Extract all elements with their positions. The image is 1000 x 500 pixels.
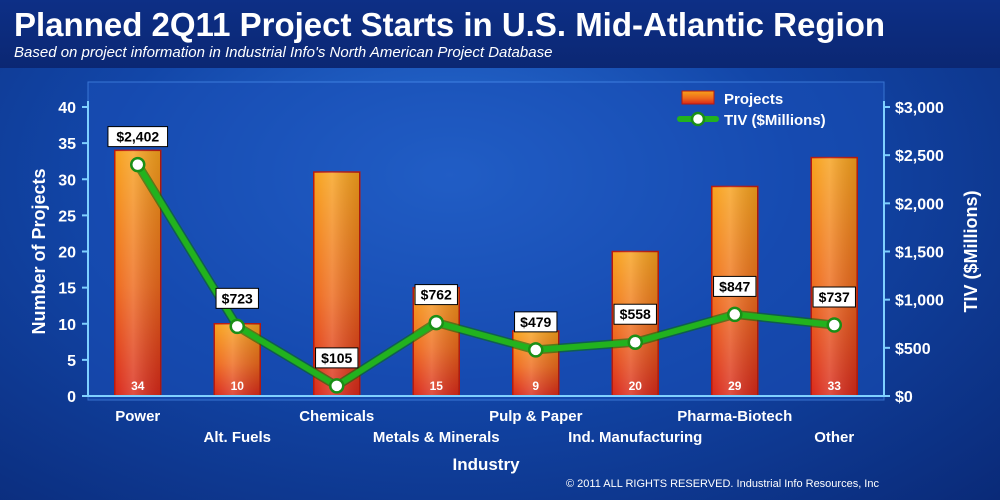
tiv-point-3 [428, 314, 444, 331]
tiv-point-5 [627, 334, 643, 350]
tiv-point-4 [528, 342, 544, 358]
right-tick-label: $2,000 [895, 196, 944, 213]
left-tick-label: 25 [58, 208, 76, 225]
bar-value-label: 15 [430, 379, 444, 393]
legend-tiv-label: TIV ($Millions) [724, 112, 826, 129]
bar-shine-3 [413, 287, 460, 396]
chart-title: Planned 2Q11 Project Starts in U.S. Mid-… [14, 6, 886, 43]
tiv-label-box [713, 275, 757, 297]
category-label: Pulp & Paper [489, 408, 583, 425]
category-label: Other [814, 429, 854, 446]
tiv-point-1 [229, 318, 245, 335]
left-tick-label: 15 [58, 281, 76, 298]
tiv-label-box [514, 311, 558, 333]
right-tick-label: $1,000 [895, 293, 944, 310]
legend-projects-label: Projects [724, 91, 783, 108]
bar-shine-7 [811, 157, 858, 396]
right-tick-label: $0 [895, 389, 913, 406]
bar-value-label: 33 [828, 379, 842, 393]
tiv-value-label: $105 [321, 350, 352, 366]
left-tick-label: 40 [58, 100, 76, 117]
tiv-label-box [812, 286, 856, 308]
category-label: Ind. Manufacturing [568, 429, 702, 446]
chart-subtitle: Based on project information in Industri… [14, 44, 553, 61]
x-axis-title: Industry [452, 455, 520, 474]
left-tick-label: 35 [58, 136, 76, 153]
y2-axis-title: TIV ($Millions) [961, 190, 981, 312]
category-label: Pharma-Biotech [677, 408, 792, 425]
category-label: Chemicals [299, 408, 374, 425]
category-label: Alt. Fuels [203, 429, 271, 446]
tiv-point-6 [727, 306, 743, 323]
left-tick-label: 30 [58, 172, 76, 189]
tiv-label-box [215, 287, 259, 309]
tiv-label-box [315, 347, 359, 369]
tiv-value-label: $479 [520, 314, 551, 330]
tiv-value-label: $723 [222, 290, 253, 306]
left-tick-label: 20 [58, 245, 76, 262]
left-tick-label: 0 [67, 389, 76, 406]
tiv-label-box [107, 126, 169, 148]
tiv-line [134, 161, 838, 389]
plot-area [87, 81, 885, 401]
bar-value-label: 20 [629, 379, 643, 393]
tiv-label-box [613, 303, 657, 325]
tiv-value-label: $558 [620, 306, 651, 322]
bar-value-label: 10 [231, 379, 245, 393]
right-tick-label: $2,500 [895, 148, 944, 165]
tiv-value-label: $737 [819, 289, 850, 305]
tiv-point-7 [826, 317, 842, 333]
tiv-point-0 [130, 156, 146, 173]
title-banner [0, 0, 1000, 68]
left-tick-label: 10 [58, 317, 76, 334]
copyright-notice: © 2011 ALL RIGHTS RESERVED. Industrial I… [566, 478, 879, 490]
bar-value-label: 9 [532, 379, 539, 393]
tiv-point-2 [329, 378, 345, 394]
legend-tiv-marker [690, 111, 706, 127]
left-tick-label: 5 [67, 353, 76, 370]
bar-value-label: 34 [131, 379, 145, 393]
legend-projects-swatch [681, 90, 715, 105]
category-label: Power [115, 408, 160, 425]
tiv-value-label: $2,402 [116, 129, 159, 145]
category-label: Metals & Minerals [373, 429, 500, 446]
right-tick-label: $3,000 [895, 100, 944, 117]
right-tick-label: $1,500 [895, 245, 944, 262]
tiv-value-label: $847 [719, 278, 750, 294]
y-axis-title: Number of Projects [29, 168, 49, 334]
tiv-value-label: $762 [421, 287, 452, 303]
tiv-label-box [414, 284, 458, 306]
right-tick-label: $500 [895, 341, 931, 358]
bar-value-label: 29 [728, 379, 742, 393]
